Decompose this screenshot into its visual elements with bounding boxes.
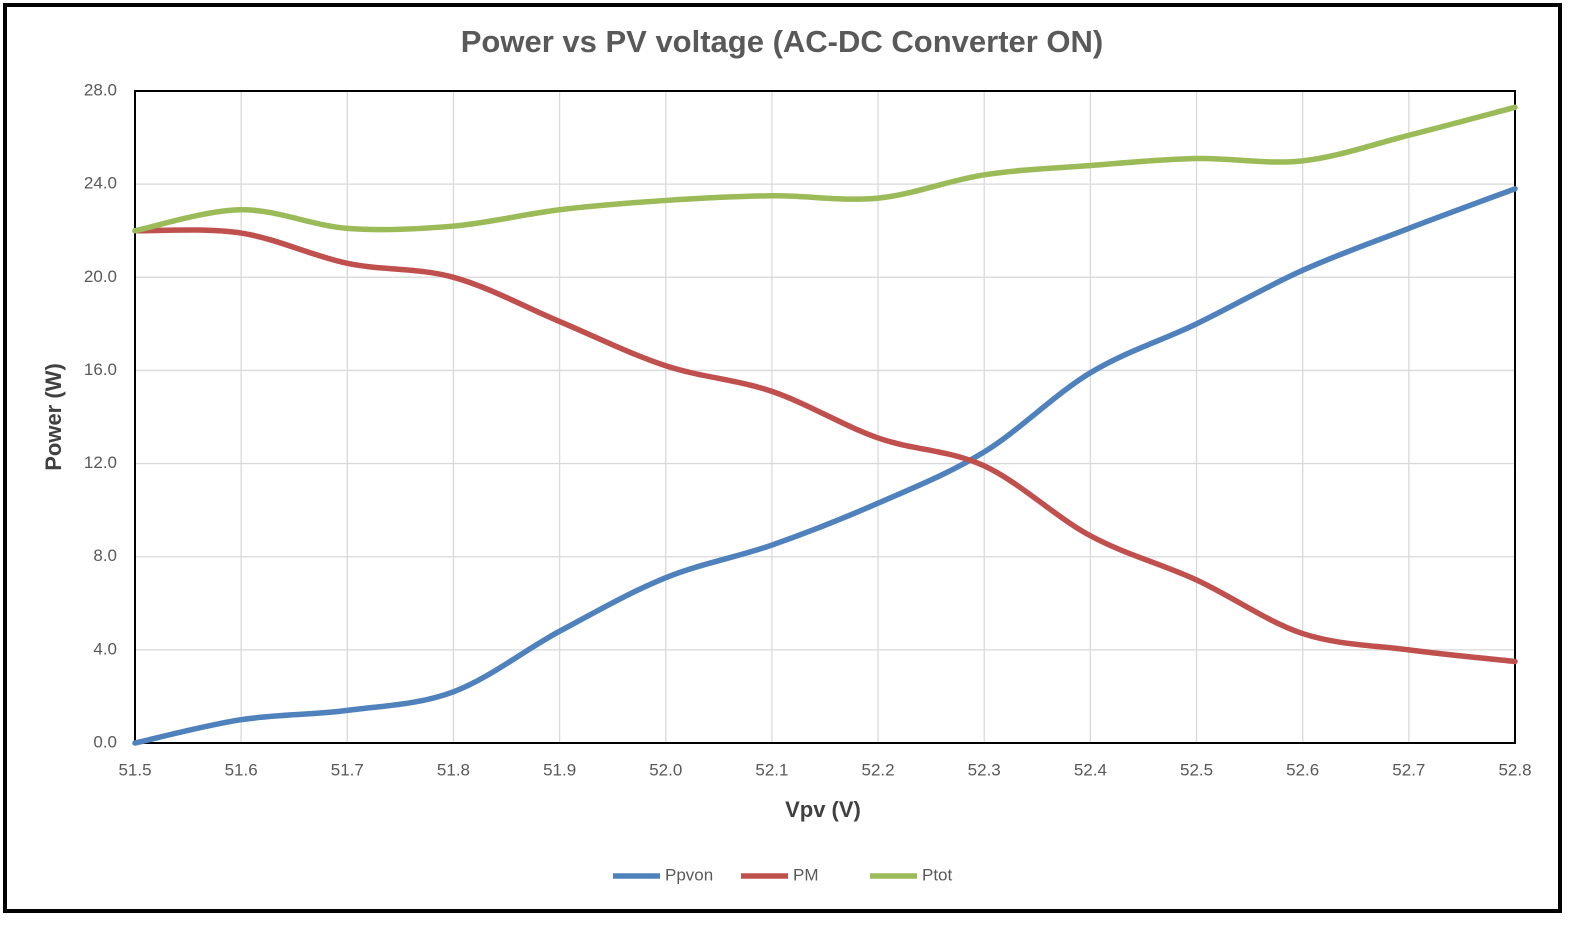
x-tick-label: 52.4 [1074, 760, 1107, 779]
x-tick-label: 52.3 [968, 760, 1001, 779]
y-tick-label: 24.0 [84, 174, 117, 193]
chart-frame [3, 3, 1562, 913]
y-tick-label: 4.0 [93, 639, 117, 658]
x-tick-label: 51.8 [437, 760, 470, 779]
y-tick-label: 20.0 [84, 267, 117, 286]
legend-label: PM [793, 865, 819, 884]
x-tick-label: 52.2 [862, 760, 895, 779]
x-tick-label: 52.5 [1180, 760, 1213, 779]
x-tick-label: 51.9 [543, 760, 576, 779]
y-tick-label: 8.0 [93, 546, 117, 565]
y-tick-label: 28.0 [84, 80, 117, 99]
x-tick-label: 52.6 [1286, 760, 1319, 779]
legend-label: Ppvon [665, 865, 713, 884]
y-tick-label: 16.0 [84, 360, 117, 379]
x-tick-label: 51.6 [225, 760, 258, 779]
data-line [132, 104, 1518, 234]
x-tick-label: 52.1 [755, 760, 788, 779]
legend-label: Ptot [922, 865, 953, 884]
x-tick-label: 52.8 [1498, 760, 1531, 779]
x-tick-label: 52.7 [1392, 760, 1425, 779]
y-axis-title: Power (W) [41, 363, 66, 471]
y-tick-label: 0.0 [93, 732, 117, 751]
chart-title: Power vs PV voltage (AC-DC Converter ON) [461, 24, 1104, 59]
x-tick-label: 52.0 [649, 760, 682, 779]
y-tick-label: 12.0 [84, 453, 117, 472]
x-axis-title: Vpv (V) [785, 797, 861, 822]
data-line [132, 227, 1518, 665]
data-line [132, 186, 1518, 746]
x-tick-label: 51.5 [118, 760, 151, 779]
plot-area [134, 90, 1516, 744]
x-tick-label: 51.7 [331, 760, 364, 779]
